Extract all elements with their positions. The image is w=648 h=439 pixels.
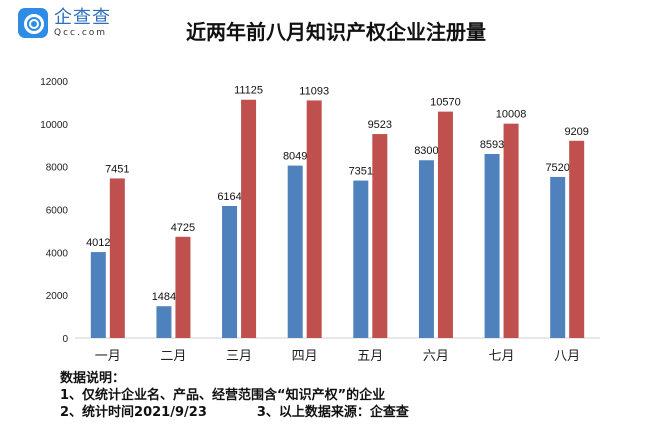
x-tick-label: 八月 — [554, 349, 580, 364]
notes-line-2b: 3、以上数据来源：企查查 — [256, 405, 409, 420]
notes-line-2a: 2、统计时间2021/9/23 — [60, 405, 207, 420]
notes-heading: 数据说明： — [60, 371, 126, 386]
y-tick-label: 12000 — [40, 77, 68, 88]
bar-series-2 — [372, 134, 388, 338]
qcc-logo: 企查查 Qcc.com — [18, 8, 111, 38]
bar-series-2 — [569, 140, 585, 338]
data-label: 8300 — [414, 145, 438, 157]
bar-series-2 — [109, 178, 125, 338]
y-tick-label: 0 — [62, 334, 68, 345]
bar-series-2 — [503, 123, 519, 338]
qcc-logo-icon — [18, 8, 48, 38]
y-tick-label: 10000 — [40, 120, 68, 131]
x-tick-label: 二月 — [160, 349, 186, 364]
data-label: 7451 — [105, 163, 129, 175]
chart-title: 近两年前八月知识产权企业注册量 — [186, 20, 486, 44]
bar-series-1 — [222, 205, 238, 338]
bar-series-1 — [550, 176, 566, 338]
data-label: 8593 — [480, 139, 504, 151]
y-tick-label: 4000 — [46, 248, 69, 259]
bar-series-1 — [90, 252, 106, 338]
bar-series-1 — [418, 160, 434, 338]
data-label: 9209 — [564, 126, 588, 138]
data-label: 8049 — [283, 151, 307, 163]
data-label: 7520 — [545, 162, 569, 174]
x-tick-label: 五月 — [357, 349, 383, 364]
bar-series-2 — [241, 99, 257, 338]
notes-line-1: 1、仅统计企业名、产品、经营范围含“知识产权”的企业 — [60, 388, 386, 403]
bar-series-1 — [156, 306, 172, 338]
data-label: 9523 — [368, 119, 392, 131]
x-tick-label: 六月 — [423, 349, 449, 364]
data-label: 10008 — [496, 109, 527, 121]
logo-cn-text: 企查查 — [54, 6, 111, 28]
bar-series-2 — [306, 100, 322, 338]
bar-series-1 — [287, 165, 303, 338]
bar-series-1 — [353, 180, 369, 338]
y-tick-label: 6000 — [46, 206, 69, 217]
y-tick-label: 8000 — [46, 163, 69, 174]
data-label: 10570 — [430, 97, 461, 109]
data-label: 1484 — [152, 291, 176, 303]
bar-series-1 — [484, 153, 500, 338]
logo-en-text: Qcc.com — [54, 27, 108, 38]
bar-series-2 — [175, 236, 191, 338]
data-label: 4012 — [86, 237, 110, 249]
x-tick-label: 一月 — [95, 349, 121, 364]
data-label: 6164 — [217, 191, 241, 203]
y-tick-label: 2000 — [46, 291, 69, 302]
x-tick-label: 三月 — [226, 349, 252, 364]
data-label: 11093 — [299, 85, 329, 97]
x-tick-label: 四月 — [292, 349, 318, 364]
data-label: 11125 — [234, 85, 263, 97]
data-notes: 数据说明： 1、仅统计企业名、产品、经营范围含“知识产权”的企业 2、统计时间2… — [60, 370, 409, 421]
data-label: 7351 — [349, 166, 373, 178]
x-tick-label: 七月 — [489, 349, 515, 364]
bar-series-2 — [437, 111, 453, 339]
data-label: 4725 — [171, 222, 195, 234]
